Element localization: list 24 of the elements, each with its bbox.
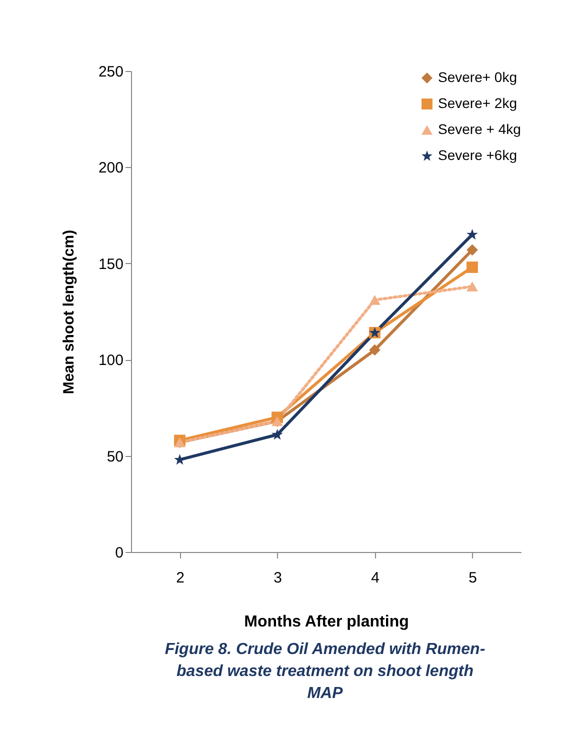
legend-label: Severe+ 0kg bbox=[438, 69, 517, 85]
point bbox=[466, 262, 478, 273]
point bbox=[272, 428, 283, 440]
point bbox=[466, 282, 478, 292]
y-tick-label: 250 bbox=[98, 64, 124, 80]
x-tick-label: 2 bbox=[176, 570, 184, 586]
legend-label: Severe + 4kg bbox=[438, 121, 521, 137]
point bbox=[466, 228, 478, 240]
x-axis-title: Months After planting bbox=[244, 614, 409, 630]
legend-label: Severe +6kg bbox=[438, 147, 517, 163]
point bbox=[466, 244, 478, 256]
point bbox=[369, 295, 380, 305]
y-tick-label: 0 bbox=[115, 544, 124, 562]
caption: Figure 8. Crude Oil Amended with Rumen-based waste treatment on shoot length MAP bbox=[164, 640, 486, 704]
x-tick-label: 3 bbox=[274, 570, 282, 586]
y-tick-label: 150 bbox=[98, 256, 124, 273]
y-tick-label: 100 bbox=[98, 352, 124, 370]
y-tick-label: 200 bbox=[98, 160, 124, 177]
y-axis-title: Mean shoot length(cm) bbox=[60, 230, 78, 394]
y-tick-label: 50 bbox=[106, 448, 124, 466]
x-tick-label: 4 bbox=[371, 570, 380, 586]
legend-label: Severe+ 2kg bbox=[438, 95, 517, 111]
x-tick-label: 5 bbox=[468, 570, 477, 586]
point bbox=[369, 344, 380, 356]
